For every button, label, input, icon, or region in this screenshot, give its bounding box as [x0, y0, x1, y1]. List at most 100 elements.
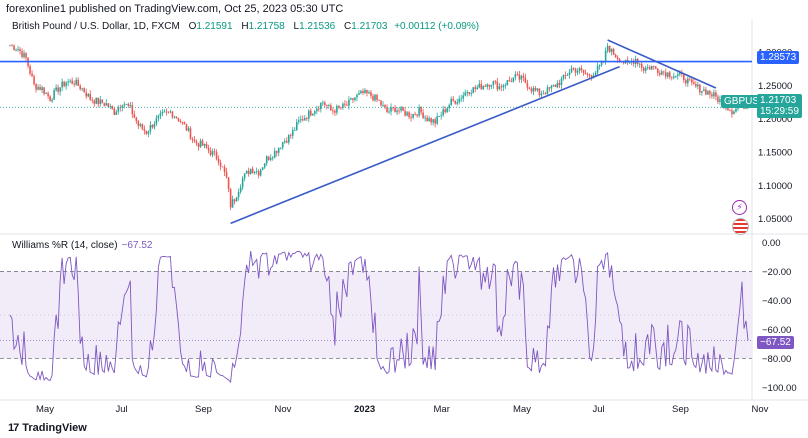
- candle-body: [69, 80, 71, 82]
- candle-body: [229, 189, 232, 208]
- trendline-1[interactable]: [230, 65, 620, 225]
- candle-body: [664, 72, 667, 77]
- last-price-value: 1.21703: [760, 95, 797, 106]
- candle-body: [259, 169, 262, 176]
- candle-body: [63, 81, 65, 87]
- candle-body: [544, 93, 547, 95]
- lightning-icon[interactable]: ⚡: [732, 200, 747, 215]
- candle-body: [484, 86, 487, 87]
- high-label: H: [241, 21, 249, 32]
- candle-body: [235, 197, 238, 202]
- candle-body: [342, 103, 344, 108]
- candle-body: [412, 113, 414, 118]
- trendline-2[interactable]: [607, 39, 717, 89]
- candle-body: [310, 110, 312, 116]
- candle-body: [687, 78, 689, 84]
- candle-body: [424, 117, 426, 119]
- candle-body: [316, 108, 318, 112]
- candle-body: [105, 103, 108, 106]
- candle-body: [37, 87, 39, 90]
- candle-body: [414, 113, 416, 115]
- candle-body: [586, 73, 589, 75]
- time-tick-label: Jul: [116, 404, 128, 415]
- candle-body: [223, 167, 226, 173]
- candle-body: [574, 68, 577, 73]
- candle-body: [526, 82, 529, 88]
- candle-body: [233, 199, 236, 202]
- candle-body: [478, 83, 481, 88]
- candle-body: [301, 119, 304, 121]
- candle-body: [570, 68, 573, 73]
- flag-icon[interactable]: [732, 218, 749, 235]
- candle-body: [161, 111, 164, 114]
- candle-body: [201, 140, 204, 146]
- candle-body: [707, 90, 709, 95]
- candle-body: [360, 91, 362, 94]
- candle-body: [458, 98, 461, 103]
- candle-body: [380, 100, 382, 106]
- time-tick-label: 2023: [354, 404, 375, 415]
- candle-body: [520, 75, 523, 80]
- candle-body: [356, 94, 358, 98]
- candle-body: [614, 54, 617, 58]
- candle-body: [133, 114, 136, 118]
- candle-body: [39, 87, 41, 90]
- candle-body: [269, 158, 272, 160]
- candle-body: [470, 93, 473, 94]
- candle-body: [538, 88, 541, 96]
- candle-body: [47, 93, 49, 97]
- williams-title: Williams %R (14, close): [12, 240, 118, 251]
- candle-body: [582, 69, 585, 73]
- candle-body: [87, 93, 90, 97]
- close-label: C: [344, 21, 352, 32]
- candle-body: [177, 118, 180, 121]
- candle-body: [677, 74, 679, 76]
- williams-tick-label: −80.00: [762, 354, 791, 365]
- candle-body: [528, 87, 531, 89]
- candle-body: [187, 128, 190, 131]
- candle-body: [440, 115, 442, 117]
- candle-body: [454, 100, 457, 104]
- candle-body: [149, 125, 152, 132]
- candle-body: [231, 199, 234, 208]
- williams-legend-value: −67.52: [121, 240, 153, 251]
- time-tick-label: Nov: [752, 404, 769, 415]
- countdown-value: 15:29:59: [760, 106, 799, 117]
- candle-body: [685, 79, 687, 84]
- candle-body: [318, 108, 320, 110]
- candle-body: [362, 91, 364, 93]
- candle-body: [514, 74, 517, 78]
- candle-body: [488, 84, 491, 87]
- time-tick-label: Sep: [672, 404, 689, 415]
- candle-body: [717, 96, 719, 102]
- candle-body: [271, 157, 274, 159]
- candle-body: [287, 134, 290, 143]
- williams-tick-label: −100.00: [762, 383, 797, 394]
- open-label: O: [188, 21, 197, 32]
- last-price-tag: 1.21703 15:29:59: [757, 94, 802, 118]
- candle-body: [576, 71, 579, 73]
- candle-body: [85, 92, 88, 97]
- candle-body: [642, 67, 645, 71]
- candle-body: [15, 49, 17, 51]
- candle-body: [426, 117, 428, 122]
- candle-body: [400, 107, 402, 111]
- candle-body: [656, 68, 659, 73]
- candle-body: [67, 81, 69, 83]
- candle-body: [604, 50, 607, 63]
- candle-body: [705, 89, 707, 95]
- candle-body: [554, 85, 557, 88]
- candle-body: [697, 84, 699, 87]
- candle-body: [143, 129, 146, 131]
- price-tick-label: 1.15000: [758, 148, 792, 159]
- candle-body: [404, 110, 406, 116]
- candle-body: [81, 88, 83, 90]
- candle-body: [83, 88, 86, 93]
- candle-body: [584, 72, 587, 74]
- candle-body: [442, 109, 444, 116]
- candle-body: [129, 105, 132, 106]
- candle-body: [658, 72, 661, 75]
- candle-body: [125, 103, 128, 105]
- candle-body: [666, 72, 669, 77]
